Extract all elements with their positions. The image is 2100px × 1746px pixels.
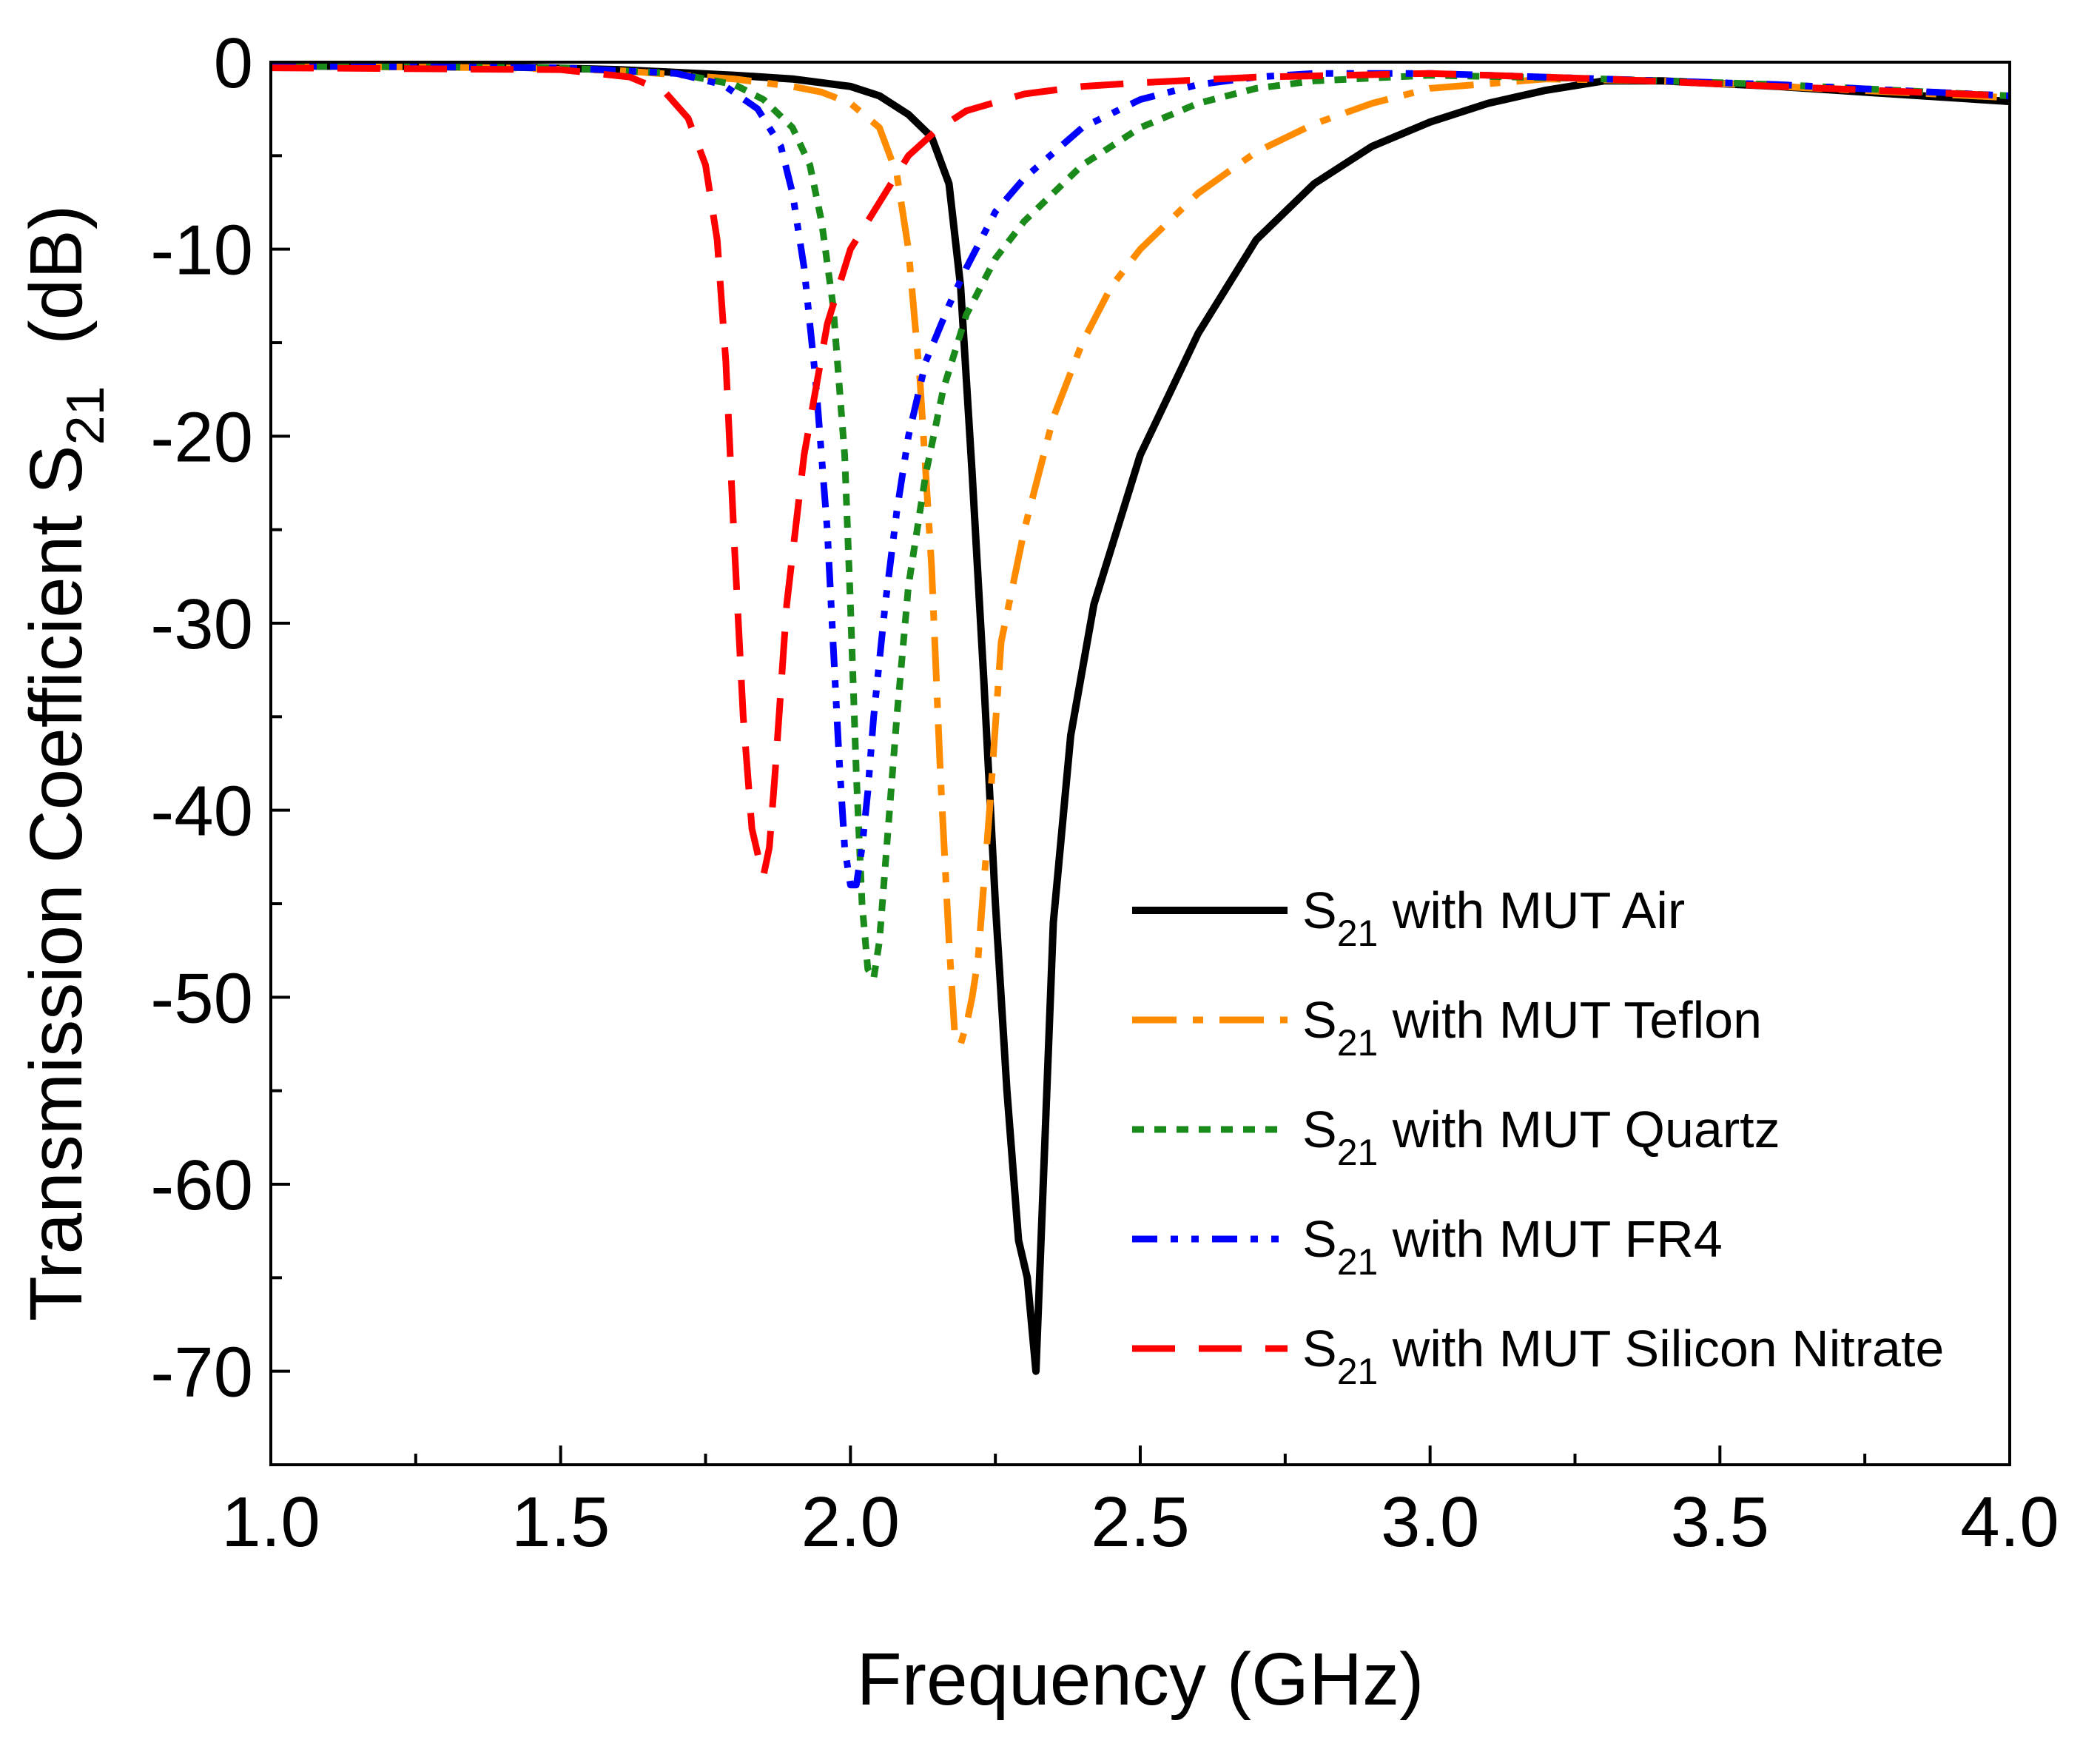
series-layer: [271, 62, 2010, 1375]
x-tick-label-1: 1.5: [511, 1483, 610, 1562]
legend-label-prefix: S: [1302, 882, 1337, 939]
series-line-with-mut-air: [271, 62, 2010, 1375]
series-line-with-mut-teflon: [271, 62, 2010, 1047]
legend-label-subscript: 21: [1337, 1351, 1379, 1392]
legend-label-suffix: with MUT Teflon: [1378, 991, 1762, 1049]
legend-label-subscript: 21: [1337, 1241, 1379, 1283]
y-axis-label-subscript: 21: [56, 386, 115, 445]
legend-label-prefix: S: [1302, 1320, 1337, 1377]
y-tick-label-5: -50: [150, 958, 253, 1038]
legend-label-subscript: 21: [1337, 1022, 1379, 1064]
y-tick-label-0: 0: [214, 24, 253, 103]
x-axis-label: Frequency (GHz): [857, 1638, 1424, 1721]
x-tick-label-4: 3.0: [1381, 1483, 1479, 1562]
legend-label-with-mut-fr4: S21 with MUT FR4: [1302, 1210, 1723, 1283]
y-tick-label-2: -20: [150, 397, 253, 477]
legend-label-prefix: S: [1302, 1101, 1337, 1158]
legend-label-with-mut-air: S21 with MUT Air: [1302, 882, 1685, 954]
legend-label-suffix: with MUT Quartz: [1378, 1101, 1780, 1158]
y-axis-label-suffix: (dB): [15, 205, 98, 386]
axis-ticks: [269, 61, 2011, 1465]
series-line-with-mut-quartz: [271, 62, 2010, 982]
x-tick-label-2: 2.0: [801, 1483, 900, 1562]
x-tick-label-0: 1.0: [221, 1483, 320, 1562]
legend-label-with-mut-quartz: S21 with MUT Quartz: [1302, 1101, 1780, 1173]
legend-label-subscript: 21: [1337, 913, 1379, 954]
tick-labels: 1.0 1.5 2.0 2.5 3.0 3.5 4.0 0 -10 -20 -30 -40 -50 -60…: [150, 24, 2059, 1562]
legend-label-suffix: with MUT Air: [1378, 882, 1685, 939]
legend-label-prefix: S: [1302, 991, 1337, 1049]
series-line-with-mut-silicon-nitrate: [271, 64, 2010, 879]
y-axis-label-prefix: Transmission Coefficient S: [15, 445, 98, 1321]
legend-label-suffix: with MUT Silicon Nitrate: [1378, 1320, 1944, 1377]
y-tick-label-7: -70: [150, 1333, 253, 1412]
y-axis-label: Transmission Coefficient S21 (dB): [15, 205, 115, 1321]
legend-label-subscript: 21: [1337, 1132, 1379, 1173]
legend-label-with-mut-teflon: S21 with MUT Teflon: [1302, 991, 1762, 1064]
y-tick-label-4: -40: [150, 772, 253, 851]
y-tick-label-1: -10: [150, 211, 253, 290]
y-tick-label-3: -30: [150, 585, 253, 664]
legend-label-prefix: S: [1302, 1210, 1337, 1268]
legend-label-suffix: with MUT FR4: [1378, 1210, 1722, 1268]
x-tick-label-6: 4.0: [1960, 1483, 2059, 1562]
legend-label-with-mut-silicon-nitrate: S21 with MUT Silicon Nitrate: [1302, 1320, 1944, 1392]
x-tick-label-3: 2.5: [1091, 1483, 1189, 1562]
y-tick-label-6: -60: [150, 1146, 253, 1225]
x-tick-label-5: 3.5: [1671, 1483, 1769, 1562]
